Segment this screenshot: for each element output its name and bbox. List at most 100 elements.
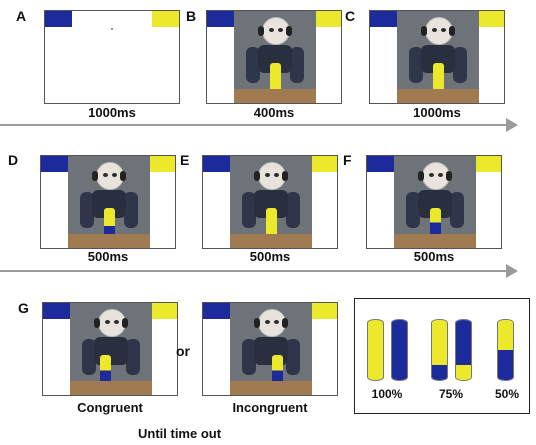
robot-right-eye [438, 173, 443, 177]
screen-c-robot [369, 10, 505, 104]
cylinder-75-yellow [431, 319, 448, 381]
robot-left-ear [254, 171, 260, 181]
robot-left-eye [103, 173, 108, 177]
screen-g-incongruent [202, 302, 338, 396]
robot-right-eye [278, 28, 283, 32]
or-label: or [176, 343, 190, 359]
bottle [433, 63, 444, 89]
yellow-cue [150, 303, 177, 319]
bottle [100, 355, 111, 381]
screen-a-fixation [44, 10, 180, 104]
caption-congruent: Congruent [77, 400, 143, 415]
cylinder-100-yellow [367, 319, 384, 381]
screen-b-robot [206, 10, 342, 104]
robot-left-ear [418, 171, 424, 181]
until-time-out-label: Until time out [138, 426, 222, 441]
yellow-cue [148, 156, 175, 172]
panel-label-e: E [180, 152, 190, 168]
robot-right-arm [286, 192, 300, 228]
bottle [272, 355, 283, 381]
robot-right-arm [124, 192, 138, 228]
robot-left-eye [432, 28, 437, 32]
panel-label-f: F [343, 152, 352, 168]
robot-right-eye [114, 320, 119, 324]
blue-cue [203, 303, 230, 319]
screen-d-robot [40, 155, 176, 249]
robot-left-ear [94, 318, 100, 328]
robot-right-ear [282, 318, 288, 328]
wooden-table [230, 234, 312, 248]
blue-cue [45, 11, 72, 27]
robot-left-arm [242, 339, 256, 375]
legend-label-75: 75% [438, 387, 464, 401]
bottle [270, 63, 281, 89]
robot-head [422, 162, 450, 190]
robot-right-eye [112, 173, 117, 177]
robot-right-ear [286, 26, 292, 36]
robot-right-arm [126, 339, 140, 375]
robot-photo [70, 303, 152, 395]
legend-label-100: 100% [371, 387, 403, 401]
robot-left-ear [254, 318, 260, 328]
screen-e-robot [202, 155, 338, 249]
blue-cue [41, 156, 68, 172]
panel-label-d: D [8, 152, 19, 168]
robot-left-arm [406, 192, 420, 228]
robot-photo [394, 156, 476, 248]
robot-left-arm [242, 192, 256, 228]
robot-left-arm [409, 47, 423, 83]
robot-right-ear [449, 26, 455, 36]
wooden-table [234, 89, 316, 103]
yellow-cue [152, 11, 179, 27]
robot-right-ear [282, 171, 288, 181]
timeline-arrow-2 [0, 270, 508, 272]
robot-right-arm [450, 192, 464, 228]
cylinder-50 [497, 319, 514, 381]
caption-d: 500ms [87, 249, 129, 264]
robot-right-arm [453, 47, 467, 83]
yellow-cue [477, 11, 504, 27]
robot-left-eye [105, 320, 110, 324]
panel-label-g: G [18, 300, 29, 316]
panel-label-c: C [345, 8, 356, 24]
caption-c: 1000ms [413, 105, 461, 120]
timeline-arrow-1-head [506, 118, 518, 132]
blue-cue [207, 11, 234, 27]
caption-a: 1000ms [88, 105, 136, 120]
robot-right-eye [274, 173, 279, 177]
robot-head [258, 309, 286, 337]
cylinder-75-blue [455, 319, 472, 381]
robot-photo [397, 11, 479, 103]
timeline-arrow-2-head [506, 264, 518, 278]
wooden-table [394, 234, 476, 248]
yellow-cue [314, 11, 341, 27]
panel-label-b: B [186, 8, 197, 24]
wooden-table [397, 89, 479, 103]
yellow-cue [474, 156, 501, 172]
robot-right-ear [122, 318, 128, 328]
bottle [266, 208, 277, 234]
legend-label-50: 50% [494, 387, 520, 401]
caption-incongruent: Incongruent [232, 400, 308, 415]
wooden-table [230, 381, 312, 395]
robot-right-eye [441, 28, 446, 32]
fixation-dot [111, 28, 113, 30]
caption-b: 400ms [253, 105, 295, 120]
blue-cue [43, 303, 70, 319]
screen-g-congruent [42, 302, 178, 396]
robot-photo [68, 156, 150, 248]
robot-head [258, 162, 286, 190]
cylinder-100-blue [391, 319, 408, 381]
robot-left-eye [265, 320, 270, 324]
blue-cue [370, 11, 397, 27]
robot-left-eye [269, 28, 274, 32]
robot-left-ear [92, 171, 98, 181]
caption-f: 500ms [413, 249, 455, 264]
robot-right-eye [274, 320, 279, 324]
robot-left-ear [421, 26, 427, 36]
yellow-cue [310, 156, 337, 172]
bottle [104, 208, 115, 234]
robot-left-arm [246, 47, 260, 83]
robot-right-arm [290, 47, 304, 83]
timeline-arrow-1 [0, 124, 508, 126]
